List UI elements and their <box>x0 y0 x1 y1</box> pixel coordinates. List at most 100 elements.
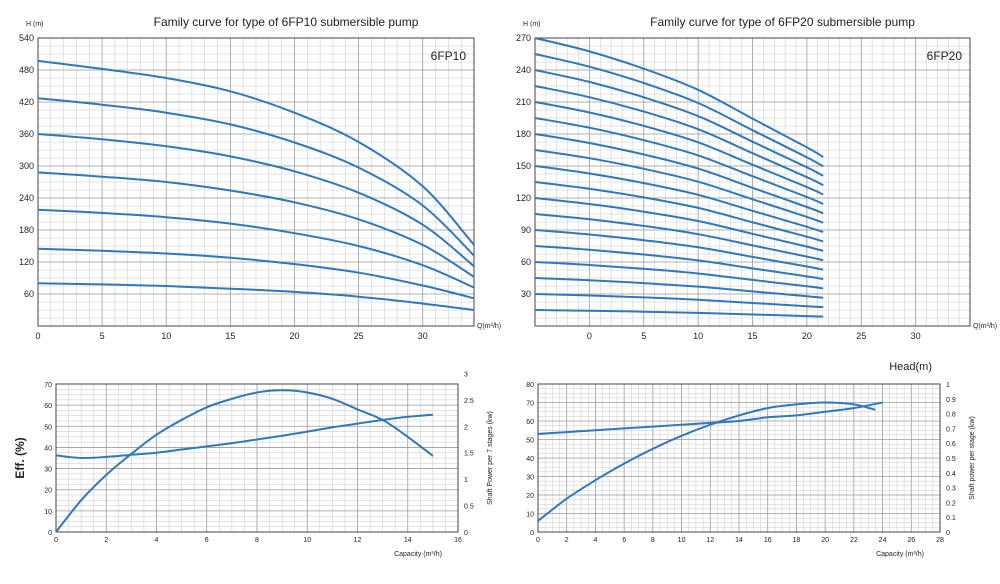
y-tick-label: 360 <box>19 129 34 139</box>
x-axis-label: Q(m³/h) <box>973 323 997 330</box>
series-line-4 <box>534 261 824 290</box>
x-tick-label: 8 <box>255 537 259 544</box>
y-tick-label: 40 <box>44 445 52 452</box>
y-tick-label: 60 <box>24 289 34 299</box>
x-tick-label: 0 <box>587 331 592 341</box>
x-tick-label: 8 <box>651 537 655 544</box>
y-tick-label: 30 <box>526 475 534 482</box>
series-line-5 <box>37 133 475 268</box>
x-tick-label: 15 <box>225 331 235 341</box>
x-tick-label: 30 <box>911 331 921 341</box>
x-tick-label: 6 <box>205 537 209 544</box>
x-tick-label: 18 <box>793 537 801 544</box>
series-line-17 <box>534 53 824 168</box>
y2-axis-label: Shaft power per stage (kw) <box>969 416 976 500</box>
series-line-2 <box>534 293 824 309</box>
y-tick-label: 300 <box>19 161 34 171</box>
y-tick-label: 270 <box>516 33 531 43</box>
x-tick-label: 10 <box>303 537 311 544</box>
y-tick-label: 80 <box>526 382 534 389</box>
y2-tick-label: 0.4 <box>946 471 956 478</box>
series-line-3 <box>37 208 475 289</box>
x-tick-label: 26 <box>907 537 915 544</box>
x-tick-label: 12 <box>706 537 714 544</box>
x-tick-label: 5 <box>100 331 105 341</box>
x-tick-label: 20 <box>289 331 299 341</box>
y2-tick-label: 0.9 <box>946 397 956 404</box>
y-tick-label: 40 <box>526 456 534 463</box>
y-tick-label: 20 <box>526 493 534 500</box>
y2-tick-label: 0 <box>946 530 950 537</box>
x-tick-label: 14 <box>404 537 412 544</box>
series-line-2 <box>55 413 433 460</box>
model-label: 6FP10 <box>431 49 467 63</box>
y-tick-label: 0 <box>530 530 534 537</box>
y2-tick-label: 1 <box>946 382 950 389</box>
x-tick-label: 10 <box>693 331 703 341</box>
series-line-1 <box>37 282 475 311</box>
chart-title: Head(m) <box>889 361 932 373</box>
y-axis-label: H (m) <box>523 21 541 28</box>
series-line-14 <box>534 101 824 196</box>
x-tick-label: 6 <box>622 537 626 544</box>
y-tick-label: 10 <box>44 509 52 516</box>
y-tick-label: 60 <box>521 257 531 267</box>
y-tick-label: 120 <box>516 193 531 203</box>
y-tick-label: 10 <box>526 512 534 519</box>
y2-tick-label: 0.2 <box>946 500 956 507</box>
y-tick-label: 90 <box>521 225 531 235</box>
x-tick-label: 25 <box>354 331 364 341</box>
y-tick-label: 210 <box>516 97 531 107</box>
y2-tick-label: 1 <box>464 477 468 484</box>
grid-lines <box>55 383 459 533</box>
x-tick-label: 10 <box>161 331 171 341</box>
series-line-7 <box>534 213 824 262</box>
chart-title: Family curve for type of 6FP20 submersib… <box>650 15 915 29</box>
chart-panel-1: 0 5 10 15 20 25 30 60 120 180 240 300 360 420 480 540 Fa… <box>19 15 501 341</box>
grid-lines <box>534 37 971 327</box>
x-tick-label: 10 <box>678 537 686 544</box>
y2-tick-label: 0.5 <box>946 456 956 463</box>
y-axis-label: Eff. (%) <box>13 437 27 478</box>
y-tick-label: 70 <box>526 401 534 408</box>
x-tick-label: 2 <box>565 537 569 544</box>
series-line-18 <box>534 37 824 158</box>
y-tick-label: 30 <box>44 467 52 474</box>
y2-tick-label: 2 <box>464 424 468 431</box>
plot-frame <box>37 37 475 327</box>
y2-tick-label: 0.6 <box>946 441 956 448</box>
x-tick-label: 22 <box>850 537 858 544</box>
chart-panel-4: 0 2 4 6 8 10 12 14 16 18 20 22 24 26 28010203040506070… <box>526 361 976 558</box>
series-line-6 <box>534 229 824 271</box>
x-tick-label: 12 <box>354 537 362 544</box>
x-tick-label: 20 <box>821 537 829 544</box>
y-tick-label: 480 <box>19 65 34 75</box>
y-tick-label: 50 <box>44 424 52 431</box>
plot-frame <box>55 383 459 533</box>
y2-tick-label: 1.5 <box>464 451 474 458</box>
y-tick-label: 150 <box>516 161 531 171</box>
y-tick-label: 70 <box>44 382 52 389</box>
x-tick-label: 16 <box>454 537 462 544</box>
series-line-4 <box>37 171 475 278</box>
series-line-5 <box>534 245 824 281</box>
series-line-8 <box>534 197 824 252</box>
x-tick-label: 5 <box>641 331 646 341</box>
y2-tick-label: 0.1 <box>946 515 956 522</box>
x-tick-label: 4 <box>593 537 597 544</box>
model-label: 6FP20 <box>927 49 963 63</box>
y2-axis-label: Shaft Power per 7 stages (kw) <box>487 411 494 505</box>
x-tick-label: 15 <box>747 331 757 341</box>
x-tick-label: 30 <box>418 331 428 341</box>
y-tick-label: 420 <box>19 97 34 107</box>
y-tick-label: 120 <box>19 257 34 267</box>
x-tick-label: 28 <box>936 537 944 544</box>
x-tick-label: 25 <box>856 331 866 341</box>
series-line-9 <box>534 181 824 243</box>
y2-tick-label: 3 <box>464 371 468 378</box>
x-tick-label: 24 <box>879 537 887 544</box>
chart-panel-2: 0 5 10 15 20 25 30 30 60 90 120 150 180 210 240 270 Fami… <box>516 15 997 341</box>
x-tick-label: 0 <box>54 537 58 544</box>
y2-tick-label: 0 <box>464 530 468 537</box>
